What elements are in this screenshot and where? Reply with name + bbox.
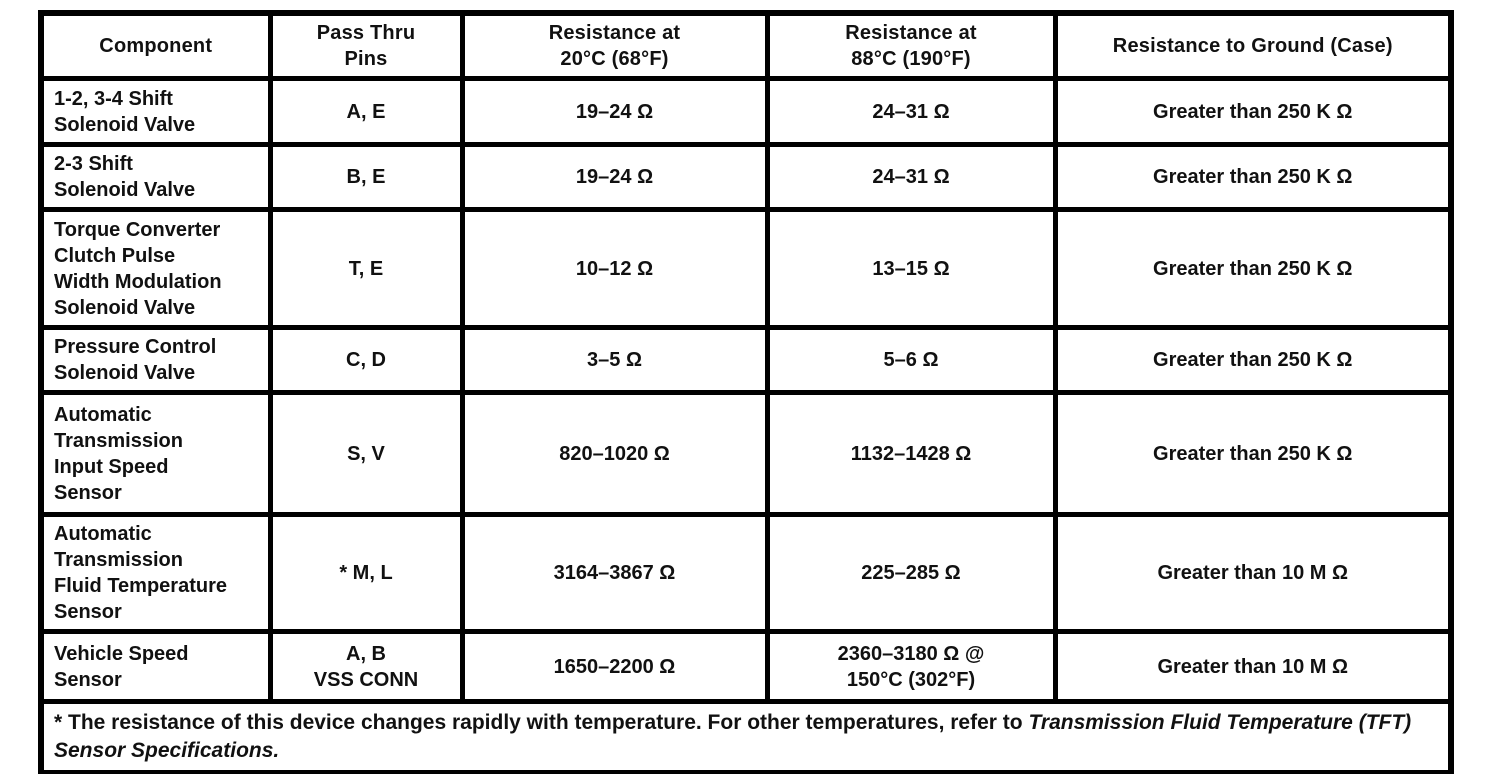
cell-resistance-88c: 24–31 Ω <box>764 142 1058 212</box>
header-cell-resistance-20c: Resistance at 20°C (68°F) <box>459 10 770 81</box>
header-cell-resistance-88c: Resistance at 88°C (190°F) <box>764 10 1058 81</box>
cell-component: Pressure Control Solenoid Valve <box>38 325 273 395</box>
cell-pins: * M, L <box>267 512 465 634</box>
header-row: Component Pass Thru Pins Resistance at 2… <box>38 10 1454 81</box>
cell-resistance-88c: 13–15 Ω <box>764 207 1058 330</box>
table-row: 1-2, 3-4 Shift Solenoid Valve A, E 19–24… <box>38 76 1454 147</box>
cell-resistance-ground: Greater than 10 M Ω <box>1052 629 1454 704</box>
cell-pins: B, E <box>267 142 465 212</box>
cell-resistance-20c: 1650–2200 Ω <box>459 629 770 704</box>
table-row: Pressure Control Solenoid Valve C, D 3–5… <box>38 325 1454 395</box>
table-row: Torque Converter Clutch Pulse Width Modu… <box>38 207 1454 330</box>
cell-resistance-ground: Greater than 250 K Ω <box>1052 76 1454 147</box>
header-cell-component: Component <box>38 10 273 81</box>
footnote-row: * The resistance of this device changes … <box>38 699 1454 774</box>
header-cell-resistance-to-ground: Resistance to Ground (Case) <box>1052 10 1454 81</box>
cell-component: Vehicle Speed Sensor <box>38 629 273 704</box>
cell-resistance-20c: 3–5 Ω <box>459 325 770 395</box>
cell-component: 2-3 Shift Solenoid Valve <box>38 142 273 212</box>
cell-component: 1-2, 3-4 Shift Solenoid Valve <box>38 76 273 147</box>
cell-pins: C, D <box>267 325 465 395</box>
cell-resistance-ground: Greater than 250 K Ω <box>1052 207 1454 330</box>
cell-resistance-20c: 19–24 Ω <box>459 142 770 212</box>
cell-component: Automatic Transmission Fluid Temperature… <box>38 512 273 634</box>
cell-pins: S, V <box>267 390 465 517</box>
cell-resistance-88c: 2360–3180 Ω @ 150°C (302°F) <box>764 629 1058 704</box>
footnote-text: * The resistance of this device changes … <box>54 711 1029 734</box>
table-row: Automatic Transmission Input Speed Senso… <box>38 390 1454 517</box>
cell-resistance-20c: 3164–3867 Ω <box>459 512 770 634</box>
cell-resistance-ground: Greater than 10 M Ω <box>1052 512 1454 634</box>
cell-resistance-ground: Greater than 250 K Ω <box>1052 390 1454 517</box>
footnote-italic-reference: Transmission Fluid Temperature (TFT) Sen… <box>54 711 1412 762</box>
footnote-cell: * The resistance of this device changes … <box>38 699 1454 774</box>
table-row: Automatic Transmission Fluid Temperature… <box>38 512 1454 634</box>
cell-resistance-20c: 10–12 Ω <box>459 207 770 330</box>
resistance-spec-table: Component Pass Thru Pins Resistance at 2… <box>38 10 1454 774</box>
cell-resistance-20c: 19–24 Ω <box>459 76 770 147</box>
cell-component: Automatic Transmission Input Speed Senso… <box>38 390 273 517</box>
cell-component: Torque Converter Clutch Pulse Width Modu… <box>38 207 273 330</box>
cell-resistance-ground: Greater than 250 K Ω <box>1052 325 1454 395</box>
cell-resistance-88c: 5–6 Ω <box>764 325 1058 395</box>
cell-resistance-88c: 225–285 Ω <box>764 512 1058 634</box>
cell-resistance-88c: 1132–1428 Ω <box>764 390 1058 517</box>
table-row: 2-3 Shift Solenoid Valve B, E 19–24 Ω 24… <box>38 142 1454 212</box>
cell-resistance-88c: 24–31 Ω <box>764 76 1058 147</box>
header-cell-pass-thru-pins: Pass Thru Pins <box>267 10 465 81</box>
cell-resistance-20c: 820–1020 Ω <box>459 390 770 517</box>
cell-resistance-ground: Greater than 250 K Ω <box>1052 142 1454 212</box>
cell-pins: A, B VSS CONN <box>267 629 465 704</box>
cell-pins: A, E <box>267 76 465 147</box>
table-row: Vehicle Speed Sensor A, B VSS CONN 1650–… <box>38 629 1454 704</box>
cell-pins: T, E <box>267 207 465 330</box>
